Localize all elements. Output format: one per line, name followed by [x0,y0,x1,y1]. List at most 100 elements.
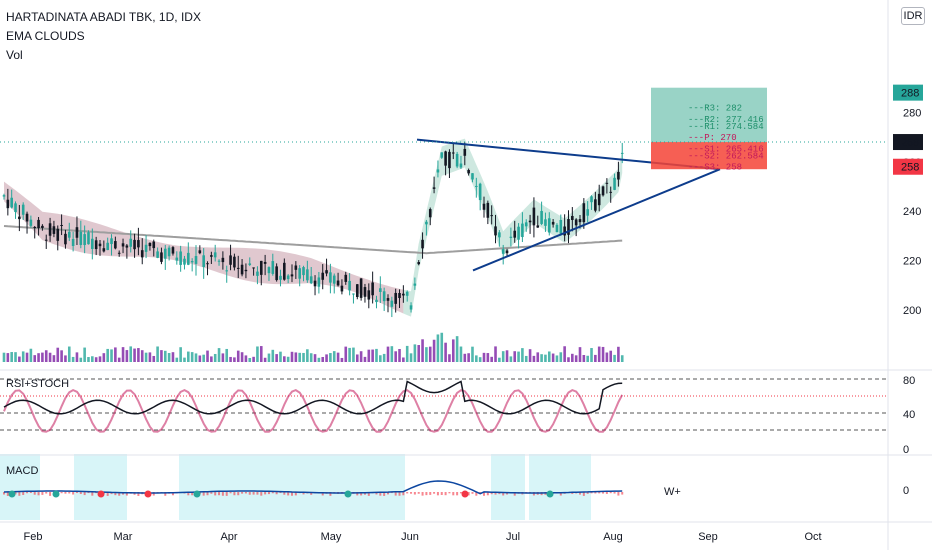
macd-histogram-bar [387,492,389,495]
volume-bar [451,339,455,362]
currency-button[interactable]: IDR [901,7,925,25]
macd-histogram-bar [456,492,459,496]
macd-histogram-bar [164,492,167,496]
candle [302,267,305,276]
candle [144,244,148,252]
macd-label: MACD [6,465,39,477]
candle [236,267,240,269]
macd-histogram-bar [260,492,263,496]
candle [344,274,348,282]
macd-histogram-bar [433,492,436,494]
candle [114,241,117,249]
candle [110,238,113,245]
candle [6,199,10,209]
volume-bar [6,353,10,362]
volume-bar [571,353,574,362]
macd-histogram-bar [598,492,601,494]
pivot-level-label: ---S1: 265.416 [688,144,764,154]
volume-bar [597,346,601,362]
volume-bar [302,352,305,362]
candle [540,210,543,224]
indicator-label: EMA CLOUDS [6,29,85,43]
macd-histogram-bar [279,492,282,494]
candle [2,195,6,197]
volume-bar [574,355,578,362]
volume-bar [190,352,194,362]
volume-bar [94,357,98,362]
candle [21,204,25,215]
volume-bar [279,351,282,362]
candle [467,170,470,174]
candle [617,171,620,180]
macd-histogram-bar [294,492,297,496]
volume-bar [540,354,543,362]
candle [248,263,252,265]
candle [551,221,555,225]
volume-bar [425,347,428,362]
candle [505,250,509,254]
volume-bar [229,356,232,362]
macd-histogram-bar [402,492,405,496]
macd-histogram-bar [421,492,424,496]
candle [402,293,405,296]
volume-bar [163,350,167,362]
volume-bar [236,350,240,362]
macd-histogram-bar [206,492,209,496]
candle [432,187,436,189]
pivot-level-label: ---P: 270 [688,133,737,143]
volume-bar [371,349,374,362]
target-zone [651,87,767,143]
macd-histogram-bar [37,492,40,496]
candle [183,258,186,265]
candle [382,291,386,302]
time-tick-label: Aug [603,531,623,543]
candle [140,250,144,258]
volume-bar [275,354,278,362]
macd-histogram-bar [60,492,63,494]
candle [98,243,102,247]
candle [225,270,229,272]
volume-bar [601,346,605,362]
candle [597,193,601,206]
macd-histogram-bar [87,492,90,494]
candle [133,239,136,250]
volume-bar [478,357,482,362]
stop-zone [651,142,767,170]
volume-bar [547,351,551,362]
candle [394,292,397,304]
candle [390,300,394,307]
candle [102,248,106,252]
candle [221,257,225,263]
candle [371,282,374,296]
candle [187,252,190,265]
macd-histogram-bar [425,492,428,496]
pivot-level-label: ---S3: 258 [688,163,742,173]
moving-average-line [3,225,623,255]
macd-histogram-bar [302,492,305,495]
volume-bar [14,352,17,362]
macd-histogram-bar [6,492,9,496]
candle [459,163,463,168]
volume-bar [559,352,563,362]
candle [413,283,417,286]
candle [244,269,248,272]
macd-histogram-bar [68,492,71,494]
macd-histogram-bar [310,492,313,495]
candle [428,209,432,218]
volume-bar [444,342,447,362]
macd-cross-dot [97,490,105,498]
price-tick-label: 200 [903,305,921,317]
volume-bar [440,332,444,362]
candle [275,266,278,281]
macd-histogram-bar [586,492,589,494]
macd-histogram-bar [137,492,140,496]
volume-bar [206,350,209,362]
volume-bar [617,346,620,362]
macd-histogram-bar [41,492,44,495]
volume-bar [613,354,616,362]
candle [486,202,490,218]
volume-bar [233,357,236,362]
candle [463,148,467,156]
candle [563,226,566,236]
volume-bar [398,348,401,362]
